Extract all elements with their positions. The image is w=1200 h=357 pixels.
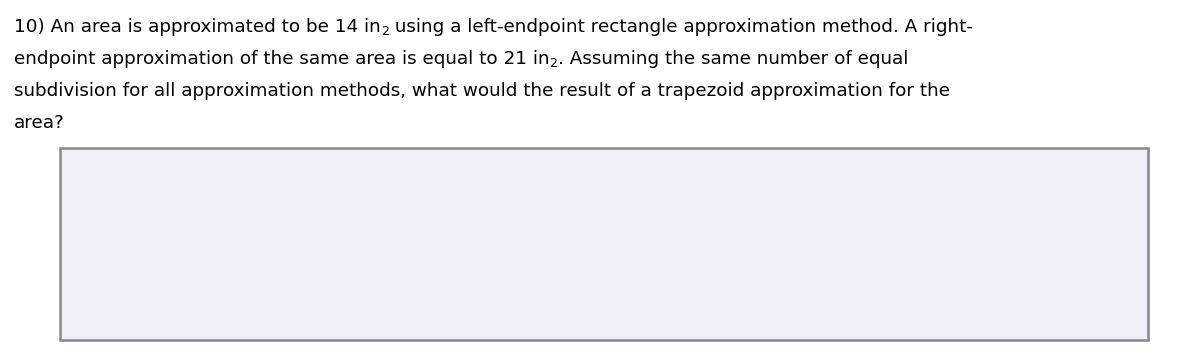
Text: 2: 2 xyxy=(550,57,558,70)
FancyBboxPatch shape xyxy=(60,148,1148,340)
Text: . Assuming the same number of equal: . Assuming the same number of equal xyxy=(558,50,908,68)
Text: using a left-endpoint rectangle approximation method. A right-: using a left-endpoint rectangle approxim… xyxy=(389,18,973,36)
Text: 2: 2 xyxy=(380,25,389,38)
Text: endpoint approximation of the same area is equal to 21 in: endpoint approximation of the same area … xyxy=(14,50,550,68)
Text: 10) An area is approximated to be 14 in: 10) An area is approximated to be 14 in xyxy=(14,18,380,36)
Text: area?: area? xyxy=(14,114,65,132)
Text: subdivision for all approximation methods, what would the result of a trapezoid : subdivision for all approximation method… xyxy=(14,82,950,100)
